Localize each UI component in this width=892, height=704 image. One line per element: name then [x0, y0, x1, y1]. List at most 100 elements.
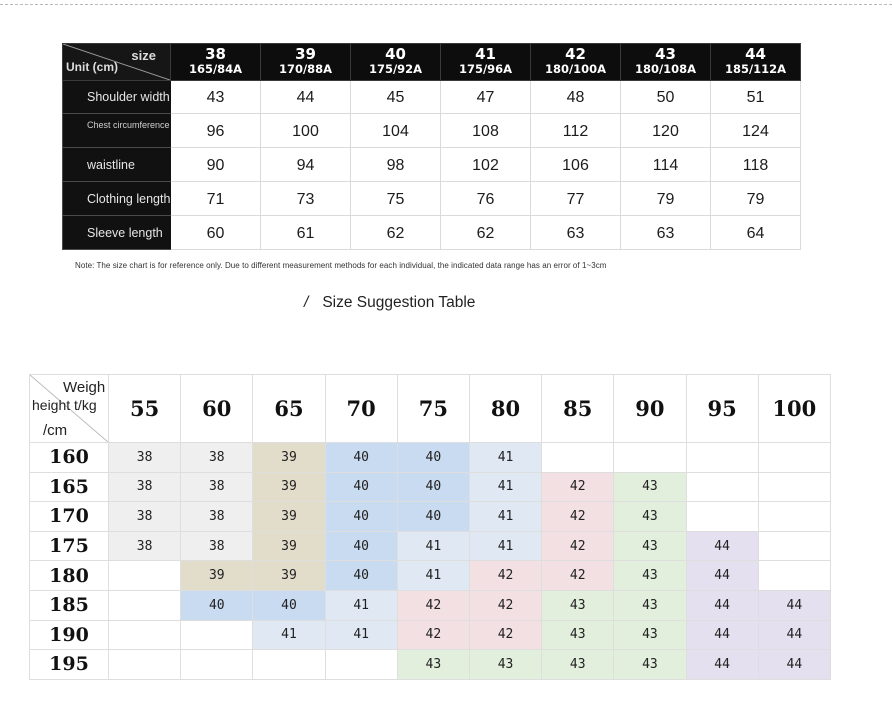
suggested-size-cell: 42 — [541, 471, 615, 503]
height-row: 195 43 43 43 43 44 44 — [29, 649, 832, 680]
suggested-size-cell: 40 — [396, 442, 470, 473]
suggested-size-cell: 42 — [396, 589, 470, 621]
suggested-size-cell: 40 — [324, 471, 398, 503]
suggested-size-cell: 42 — [468, 589, 543, 621]
suggested-size-cell: 38 — [107, 442, 182, 473]
empty-cell — [685, 501, 759, 532]
size-code: 175/96A — [458, 62, 513, 76]
suggested-size-cell: 43 — [396, 649, 470, 680]
size-column-header: 40 175/92A — [350, 43, 441, 81]
height-row-header: 175 — [29, 530, 109, 562]
suggestion-table-title: / Size Suggestion Table — [304, 294, 475, 312]
measurement-value: 118 — [710, 147, 801, 182]
weight-column-header: 70 — [324, 374, 398, 443]
height-row: 165 38 38 39 40 40 41 42 43 — [29, 471, 832, 503]
weight-column-header: 80 — [468, 374, 543, 443]
measurement-value: 75 — [350, 181, 441, 216]
suggested-size-cell: 38 — [107, 471, 182, 503]
size-number: 39 — [295, 45, 316, 63]
suggested-size-cell: 44 — [757, 649, 832, 680]
size-number: 43 — [655, 45, 676, 63]
measurement-value: 100 — [260, 113, 351, 148]
suggested-size-cell: 40 — [252, 589, 326, 621]
size-column-header: 42 180/100A — [530, 43, 621, 81]
empty-cell — [107, 589, 182, 621]
measurement-value: 79 — [710, 181, 801, 216]
suggested-size-cell: 41 — [324, 619, 398, 651]
measurement-value: 112 — [530, 113, 621, 148]
suggested-size-cell: 40 — [324, 501, 398, 532]
height-row-header: 160 — [29, 442, 109, 473]
measurement-value: 96 — [170, 113, 261, 148]
height-row: 185 40 40 41 42 42 43 43 44 44 — [29, 589, 832, 621]
suggested-size-cell: 39 — [180, 560, 254, 591]
height-row: 170 38 38 39 40 40 41 42 43 — [29, 501, 832, 532]
suggested-size-cell: 40 — [324, 560, 398, 591]
measurement-value: 102 — [440, 147, 531, 182]
measurement-value: 63 — [620, 215, 711, 250]
suggested-size-cell: 42 — [396, 619, 470, 651]
height-row-header: 185 — [29, 589, 109, 621]
suggested-size-cell: 43 — [468, 649, 543, 680]
empty-cell — [541, 442, 615, 473]
suggested-size-cell: 38 — [107, 530, 182, 562]
size-column-header: 38 165/84A — [170, 43, 261, 81]
height-row: 190 41 41 42 42 43 43 44 44 — [29, 619, 832, 651]
height-row: 180 39 39 40 41 42 42 43 44 — [29, 560, 832, 591]
measurement-label: Sleeve length — [62, 215, 171, 250]
suggested-size-cell: 40 — [396, 501, 470, 532]
empty-cell — [757, 471, 832, 503]
size-number: 44 — [745, 45, 766, 63]
measurement-value: 104 — [350, 113, 441, 148]
size-chart-row: Clothing length 71 73 75 76 77 79 79 — [62, 181, 801, 216]
size-chart-corner-cell: size Unit (cm) — [62, 43, 171, 81]
suggested-size-cell: 40 — [180, 589, 254, 621]
empty-cell — [757, 501, 832, 532]
corner-unit-label: Unit (cm) — [66, 60, 118, 74]
measurement-value: 114 — [620, 147, 711, 182]
measurement-value: 43 — [170, 80, 261, 114]
measurement-value: 71 — [170, 181, 261, 216]
suggested-size-cell: 38 — [180, 501, 254, 532]
suggested-size-cell: 43 — [613, 619, 687, 651]
height-row-header: 170 — [29, 501, 109, 532]
measurement-value: 48 — [530, 80, 621, 114]
measurement-value: 73 — [260, 181, 351, 216]
size-number: 38 — [205, 45, 226, 63]
suggested-size-cell: 39 — [252, 471, 326, 503]
empty-cell — [613, 442, 687, 473]
corner-diagonal-line — [63, 44, 170, 80]
corner-height-kg-label: height t/kg — [32, 397, 97, 413]
suggested-size-cell: 43 — [613, 589, 687, 621]
measurement-value: 108 — [440, 113, 531, 148]
size-chart-table: size Unit (cm) 38 165/84A 39 170/88A 40 175… — [62, 43, 801, 250]
suggested-size-cell: 44 — [685, 589, 759, 621]
suggested-size-cell: 39 — [252, 530, 326, 562]
measurement-label: waistline — [62, 147, 171, 182]
empty-cell — [252, 649, 326, 680]
suggested-size-cell: 41 — [252, 619, 326, 651]
suggested-size-cell: 38 — [180, 530, 254, 562]
size-chart-note: Note: The size chart is for reference on… — [75, 261, 607, 270]
size-code: 175/92A — [368, 62, 423, 76]
suggested-size-cell: 40 — [396, 471, 470, 503]
suggested-size-cell: 42 — [541, 501, 615, 532]
weight-column-header: 55 — [107, 374, 182, 443]
corner-weight-label: Weigh — [63, 379, 106, 396]
size-code: 185/112A — [724, 62, 787, 76]
suggested-size-cell: 44 — [685, 560, 759, 591]
measurement-value: 76 — [440, 181, 531, 216]
size-code: 170/88A — [278, 62, 333, 76]
measurement-value: 124 — [710, 113, 801, 148]
suggested-size-cell: 41 — [468, 471, 543, 503]
weight-column-header: 85 — [541, 374, 615, 443]
suggested-size-cell: 41 — [396, 530, 470, 562]
suggested-size-cell: 38 — [180, 442, 254, 473]
suggested-size-cell: 42 — [541, 560, 615, 591]
suggested-size-cell: 40 — [324, 442, 398, 473]
measurement-value: 120 — [620, 113, 711, 148]
height-row-header: 180 — [29, 560, 109, 591]
weight-column-header: 95 — [685, 374, 759, 443]
measurement-value: 44 — [260, 80, 351, 114]
suggested-size-cell: 43 — [613, 501, 687, 532]
